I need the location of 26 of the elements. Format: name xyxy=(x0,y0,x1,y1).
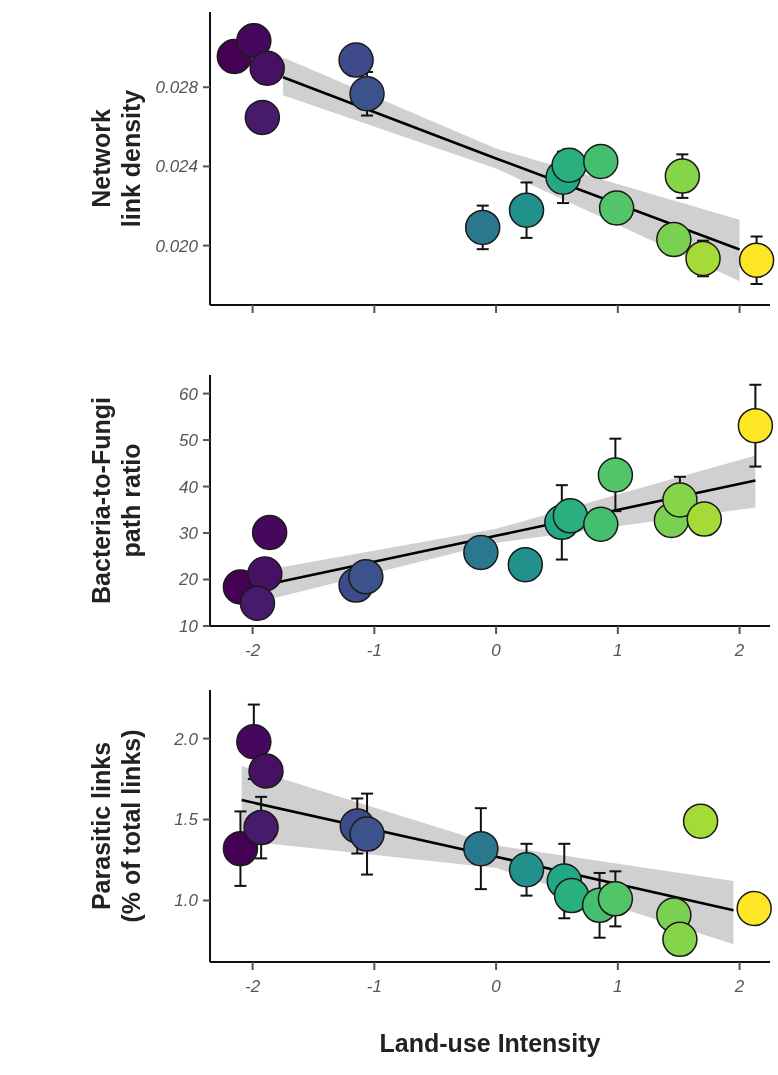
x-tick-label: 0 xyxy=(491,977,502,996)
y-axis-title: Network link density xyxy=(87,89,145,228)
x-tick-label: 2 xyxy=(733,641,745,660)
x-tick-label: -2 xyxy=(245,641,261,660)
x-axis-title: Land-use Intensity xyxy=(379,1029,601,1057)
y-tick-label: 1.0 xyxy=(174,891,199,911)
x-tick-label: 1 xyxy=(613,641,623,660)
y-tick-label: 40 xyxy=(179,477,199,497)
y-tick-label: 1.5 xyxy=(174,810,199,830)
y-tick-label: 0.024 xyxy=(155,157,198,177)
y-tick-label: 30 xyxy=(179,523,199,543)
y-tick-label: 10 xyxy=(179,616,199,636)
y-tick-label: 20 xyxy=(178,570,199,590)
y-axis-title: Parasitic links (% of total links) xyxy=(87,729,145,923)
x-tick-label: -1 xyxy=(366,977,382,996)
y-tick-label: 50 xyxy=(179,431,199,451)
x-tick-label: -2 xyxy=(245,977,261,996)
y-tick-label: 2.0 xyxy=(173,729,199,749)
x-tick-label: 0 xyxy=(491,641,502,660)
y-axis-title: Bacteria-to-Fungi path ratio xyxy=(87,397,145,604)
y-tick-label: 0.028 xyxy=(155,78,199,98)
x-tick-label: -1 xyxy=(366,641,382,660)
x-tick-label: 2 xyxy=(733,977,745,996)
y-tick-label: 0.020 xyxy=(155,236,199,256)
y-tick-label: 60 xyxy=(179,384,199,404)
x-tick-label: 1 xyxy=(613,977,623,996)
